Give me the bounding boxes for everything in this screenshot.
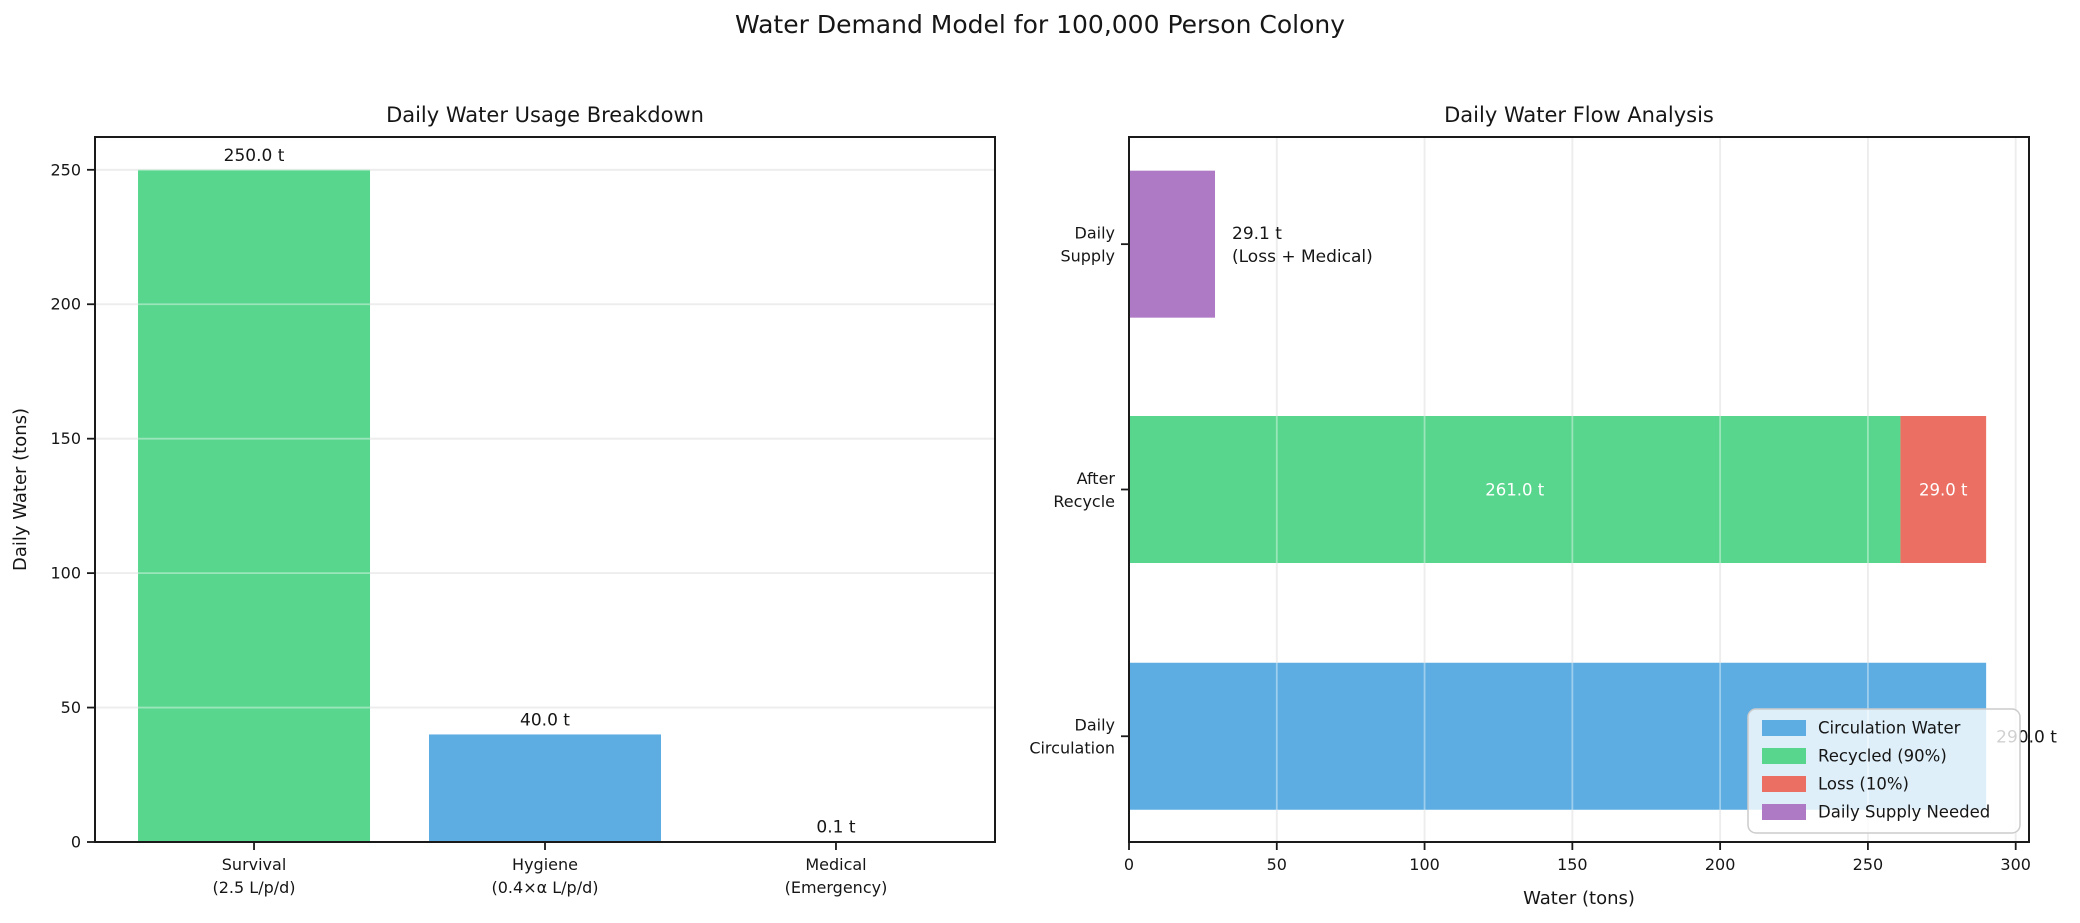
- x-tick-label: 50: [1267, 855, 1287, 874]
- x-tick-label: 300: [2000, 855, 2031, 874]
- bar-value-label: 40.0 t: [520, 710, 570, 730]
- figure-title: Water Demand Model for 100,000 Person Co…: [734, 10, 1346, 39]
- legend-swatch: [1762, 776, 1806, 792]
- bar-value-label: 0.1 t: [816, 818, 855, 838]
- y-tick-label: 0: [71, 833, 81, 852]
- legend-swatch: [1762, 804, 1806, 820]
- x-tick-label: 150: [1557, 855, 1588, 874]
- bar-survival: [138, 169, 371, 842]
- legend-entry-circulation-water: Circulation Water: [1762, 719, 1961, 738]
- x-tick-label: (Emergency): [785, 878, 888, 897]
- y-tick-label: Supply: [1060, 246, 1115, 265]
- legend-label: Loss (10%): [1818, 775, 1909, 794]
- y-tick-label: Recycle: [1053, 492, 1115, 511]
- bar-loss-10: [1900, 416, 1987, 563]
- x-tick-label: Survival: [222, 855, 287, 874]
- annotation: (Loss + Medical): [1232, 247, 1373, 267]
- legend-swatch: [1762, 720, 1806, 736]
- legend-label: Daily Supply Needed: [1818, 803, 1990, 822]
- y-tick-label: After: [1077, 469, 1116, 488]
- x-tick-label: Medical: [805, 855, 866, 874]
- x-axis-label: Water (tons): [1523, 888, 1635, 909]
- bar-recycled-90: [1129, 416, 1901, 563]
- chart-title: Daily Water Usage Breakdown: [386, 103, 704, 127]
- y-axis-label: Daily Water (tons): [10, 408, 31, 571]
- x-tick-label: 200: [1705, 855, 1736, 874]
- y-tick-label: Circulation: [1029, 739, 1115, 758]
- y-tick-label: 200: [50, 295, 81, 314]
- legend-label: Recycled (90%): [1818, 747, 1947, 766]
- y-tick-label: 100: [50, 564, 81, 583]
- legend-entry-recycled-90: Recycled (90%): [1762, 747, 1947, 766]
- y-tick-label: 250: [50, 160, 81, 179]
- x-tick-label: (2.5 L/p/d): [213, 878, 296, 897]
- y-tick-label: 150: [50, 429, 81, 448]
- x-tick-label: Hygiene: [512, 855, 578, 874]
- axes-frame: [94, 136, 996, 843]
- x-tick-label: 100: [1409, 855, 1440, 874]
- bar-hygiene: [429, 734, 661, 842]
- legend-entry-loss-10: Loss (10%): [1762, 775, 1909, 794]
- y-tick-label: Daily: [1075, 223, 1115, 242]
- segment-label: 261.0 t: [1485, 481, 1544, 500]
- x-tick-label: (0.4×α L/p/d): [492, 878, 599, 897]
- x-tick-label: 0: [1124, 855, 1134, 874]
- annotation: 29.1 t: [1232, 224, 1282, 244]
- chart-title: Daily Water Flow Analysis: [1444, 103, 1714, 127]
- bar-value-label: 250.0 t: [224, 146, 285, 166]
- legend-box: [1747, 708, 2021, 834]
- y-tick-label: Daily: [1075, 716, 1115, 735]
- legend: Circulation Water Recycled (90%) Loss (10%…: [1747, 708, 2021, 834]
- x-tick-label: 250: [1853, 855, 1884, 874]
- y-tick-label: 50: [61, 698, 81, 717]
- flow-analysis-chart: 29.1 t (Loss + Medical) Daily Supply 261.0 t…: [1029, 103, 2057, 909]
- legend-label: Circulation Water: [1818, 719, 1961, 738]
- usage-breakdown-chart: 250.0 t 40.0 t 0.1 t 0 50 100 150 200 250 Surviva…: [10, 103, 996, 897]
- bar-daily-supply-needed: [1129, 170, 1216, 318]
- segment-label: 29.0 t: [1919, 481, 1968, 500]
- legend-entry-daily-supply-needed: Daily Supply Needed: [1762, 803, 1990, 822]
- axes-frame: [1128, 136, 2030, 843]
- legend-swatch: [1762, 748, 1806, 764]
